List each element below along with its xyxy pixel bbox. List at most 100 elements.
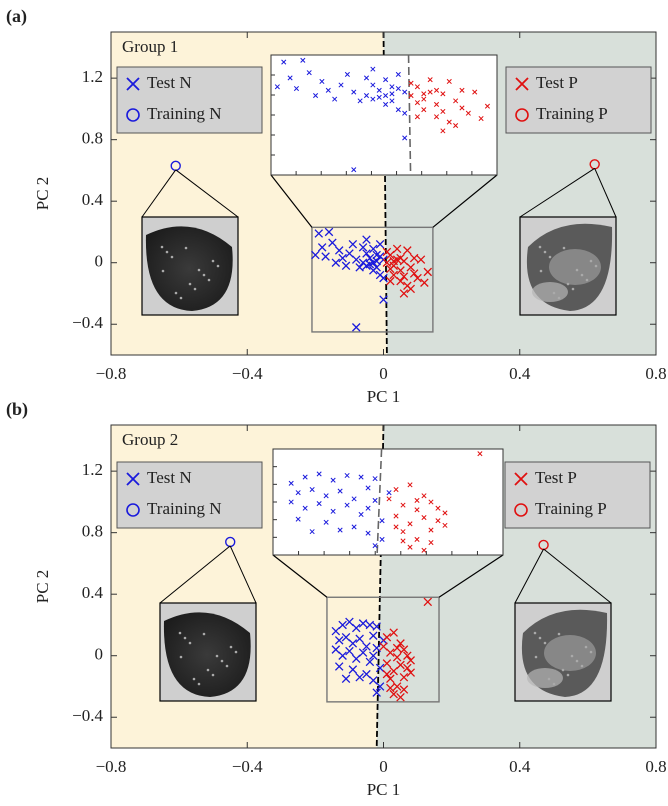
group-label: Group 1 bbox=[122, 37, 178, 56]
ct-vessel bbox=[208, 279, 211, 282]
ct-vessel bbox=[175, 292, 178, 295]
ct-vessel bbox=[162, 270, 165, 273]
ct-vessel bbox=[563, 247, 566, 250]
panel-label: (a) bbox=[6, 6, 27, 27]
ct-opacity bbox=[549, 249, 601, 285]
x-tick-label: 0.8 bbox=[645, 757, 666, 776]
ct-vessel bbox=[540, 270, 543, 273]
figure: −0.8 −0.4 0 0.4 0.8 −0.4 0 0.4 0.8 1.2 PC 1 PC 2 (a)… bbox=[0, 0, 668, 806]
ct-vessel bbox=[585, 646, 588, 649]
panel: −0.8 −0.4 0 0.4 0.8 −0.4 0 0.4 0.8 1.2 PC 1 PC 2 (b)… bbox=[6, 399, 667, 799]
x-tick-label: 0 bbox=[379, 757, 388, 776]
legend-label: Training P bbox=[536, 104, 608, 123]
ct-vessel bbox=[571, 655, 574, 658]
ct-vessel bbox=[216, 655, 219, 658]
ct-vessel bbox=[179, 632, 182, 635]
ct-vessel bbox=[581, 274, 584, 277]
panel: −0.8−0.400.40.8−0.400.40.81.2PC 1PC 2(a)… bbox=[6, 6, 667, 406]
legend-box bbox=[505, 462, 650, 528]
y-tick-label: 1.2 bbox=[82, 460, 103, 479]
ct-vessel bbox=[235, 651, 238, 654]
group-label: Group 2 bbox=[122, 430, 178, 449]
ct-vessel bbox=[198, 683, 201, 686]
ct-vessel bbox=[567, 674, 570, 677]
ct-vessel bbox=[207, 669, 210, 672]
ct-opacity bbox=[544, 635, 596, 671]
ct-vessel bbox=[180, 297, 183, 300]
ct-vessel bbox=[189, 283, 192, 286]
ct-vessel bbox=[581, 665, 584, 668]
x-tick-label: −0.8 bbox=[96, 757, 127, 776]
legend-label: Test P bbox=[535, 468, 577, 487]
ct-vessel bbox=[217, 265, 220, 268]
legend-label: Test N bbox=[147, 73, 192, 92]
ct-vessel bbox=[226, 665, 229, 668]
y-axis-label: PC 2 bbox=[33, 570, 52, 604]
ct-vessel bbox=[549, 256, 552, 259]
ct-vessel bbox=[590, 260, 593, 263]
ct-vessel bbox=[166, 251, 169, 254]
ct-vessel bbox=[212, 674, 215, 677]
ct-vessel bbox=[221, 660, 224, 663]
x-tick-label: −0.4 bbox=[232, 364, 263, 383]
ct-vessel bbox=[203, 633, 206, 636]
x-tick-label: −0.4 bbox=[232, 757, 263, 776]
ct-vessel bbox=[586, 279, 589, 282]
ct-vessel bbox=[595, 265, 598, 268]
ct-vessel bbox=[548, 678, 551, 681]
ct-vessel bbox=[203, 274, 206, 277]
ct-vessel bbox=[194, 288, 197, 291]
ct-opacity bbox=[527, 668, 563, 688]
ct-vessel bbox=[576, 269, 579, 272]
x-tick-label: 0 bbox=[379, 364, 388, 383]
x-tick-label: 0.4 bbox=[509, 757, 531, 776]
ct-vessel bbox=[562, 669, 565, 672]
ct-vessel bbox=[539, 246, 542, 249]
legend-label: Training N bbox=[147, 499, 221, 518]
ct-vessel bbox=[558, 633, 561, 636]
ct-opacity bbox=[532, 282, 568, 302]
panel-label: (b) bbox=[6, 399, 28, 420]
ct-vessel bbox=[230, 646, 233, 649]
ct-vessel bbox=[193, 678, 196, 681]
ct-vessel bbox=[553, 683, 556, 686]
ct-vessel bbox=[558, 297, 561, 300]
ct-vessel bbox=[212, 260, 215, 263]
legend-label: Test N bbox=[147, 468, 192, 487]
x-axis-label: PC 1 bbox=[367, 387, 401, 406]
ct-vessel bbox=[535, 656, 538, 659]
y-tick-label: 0.4 bbox=[82, 583, 104, 602]
ct-vessel bbox=[185, 247, 188, 250]
inset-frame bbox=[273, 449, 503, 555]
ct-vessel bbox=[198, 269, 201, 272]
y-tick-label: 0 bbox=[95, 252, 104, 271]
ct-vessel bbox=[544, 642, 547, 645]
ct-vessel bbox=[544, 251, 547, 254]
ct-vessel bbox=[553, 292, 556, 295]
legend-label: Test P bbox=[536, 73, 578, 92]
ct-vessel bbox=[180, 656, 183, 659]
ct-vessel bbox=[567, 283, 570, 286]
x-tick-label: 0.4 bbox=[509, 364, 531, 383]
y-tick-label: 1.2 bbox=[82, 67, 103, 86]
y-tick-label: 0.4 bbox=[82, 190, 104, 209]
legend-box bbox=[506, 67, 651, 133]
legend-label: Training P bbox=[535, 499, 607, 518]
inset-frame bbox=[271, 55, 497, 175]
y-tick-label: 0.8 bbox=[82, 129, 103, 148]
y-tick-label: 0.8 bbox=[82, 522, 103, 541]
y-tick-label: −0.4 bbox=[72, 706, 103, 725]
ct-vessel bbox=[534, 632, 537, 635]
y-tick-label: −0.4 bbox=[72, 313, 103, 332]
x-tick-label: 0.8 bbox=[645, 364, 666, 383]
x-axis-label: PC 1 bbox=[367, 780, 401, 799]
ct-vessel bbox=[171, 256, 174, 259]
ct-vessel bbox=[161, 246, 164, 249]
ct-vessel bbox=[590, 651, 593, 654]
y-tick-label: 0 bbox=[95, 645, 104, 664]
legend-label: Training N bbox=[147, 104, 221, 123]
ct-vessel bbox=[572, 288, 575, 291]
x-tick-label: −0.8 bbox=[96, 364, 127, 383]
ct-vessel bbox=[184, 637, 187, 640]
ct-vessel bbox=[189, 642, 192, 645]
